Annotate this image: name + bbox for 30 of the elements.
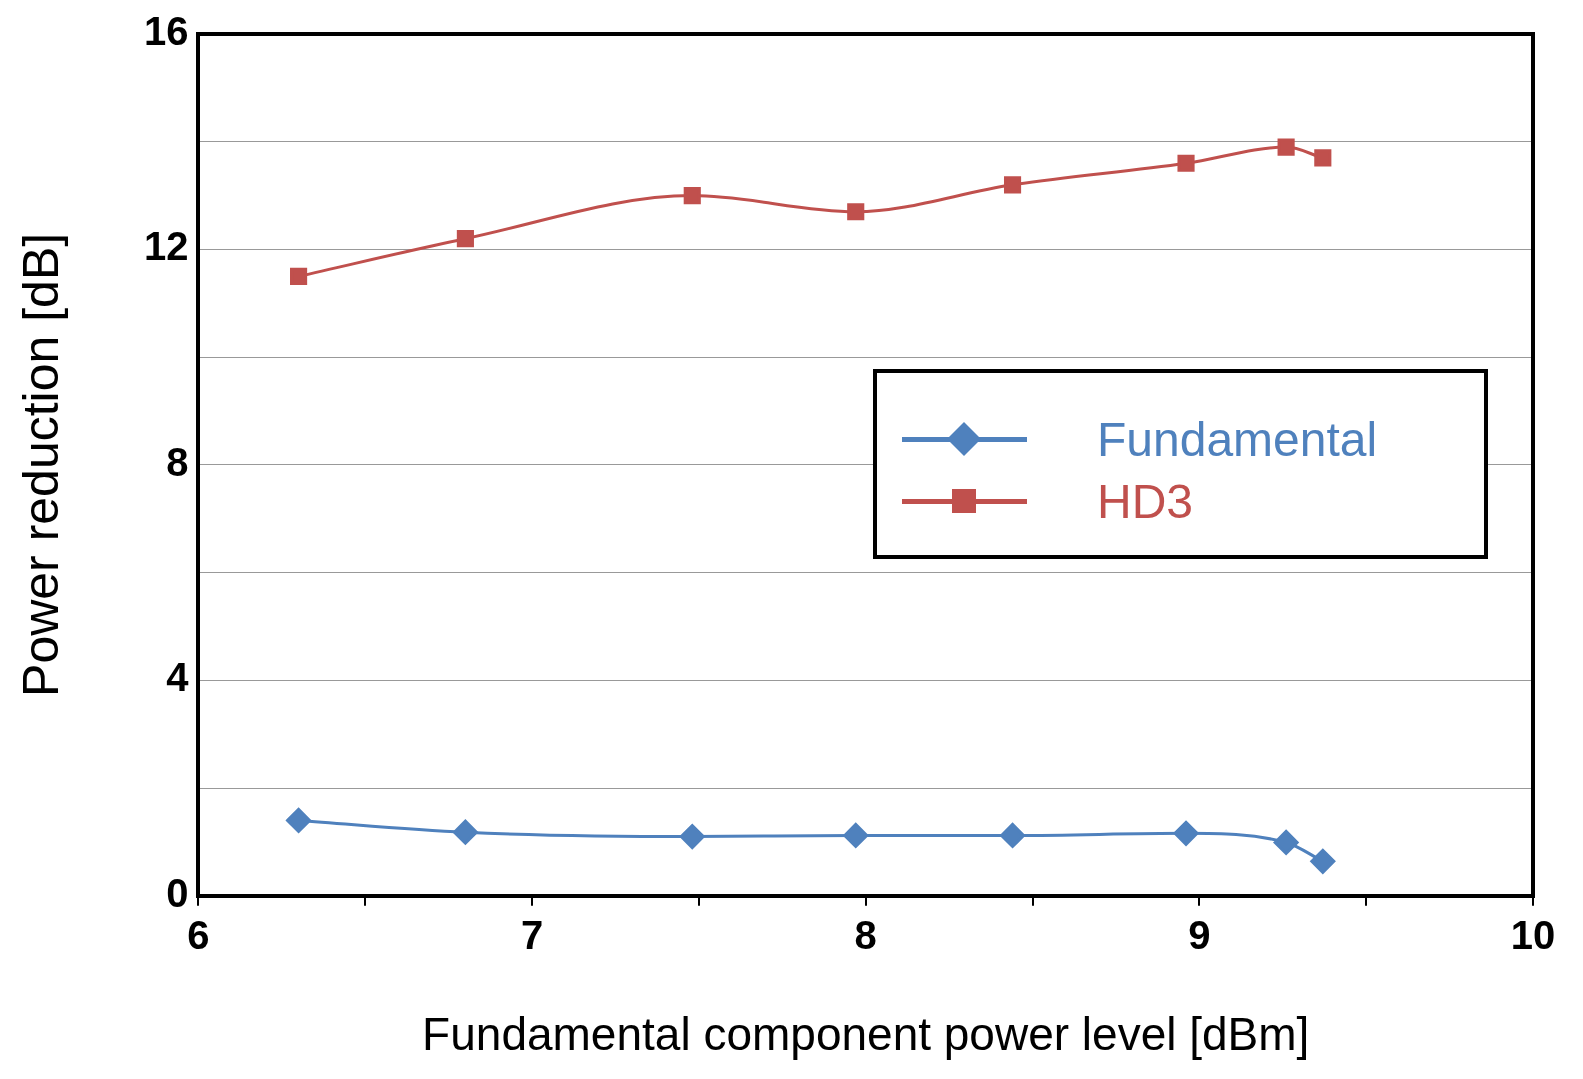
point: [290, 267, 308, 285]
legend-label: Fundamental: [1097, 411, 1378, 467]
y-tick-label: 4: [166, 655, 190, 700]
point: [286, 807, 312, 833]
point: [1173, 820, 1199, 846]
point: [1000, 822, 1026, 848]
point: [456, 230, 474, 248]
x-axis-title: Fundamental component power level [dBm]: [422, 1008, 1310, 1061]
point: [452, 819, 478, 845]
y-tick-label: 0: [166, 870, 189, 915]
y-tick-label: 8: [166, 439, 189, 484]
x-tick-label: 7: [520, 912, 544, 957]
point: [1273, 829, 1299, 855]
point: [679, 824, 705, 850]
point: [847, 203, 865, 221]
point: [1003, 176, 1022, 194]
x-tick-label: 9: [1188, 912, 1211, 957]
point: [843, 822, 869, 848]
point: [1177, 154, 1195, 172]
point: [1310, 848, 1336, 874]
legend-label: HD3: [1097, 473, 1194, 529]
x-tick-label: 10: [1510, 912, 1556, 957]
y-tick-label: 12: [143, 224, 189, 269]
x-tick-label: 8: [854, 912, 877, 957]
point: [683, 187, 701, 205]
point: [1314, 149, 1332, 167]
point: [1277, 138, 1295, 156]
y-tick-label: 16: [143, 9, 189, 54]
y-axis-title: Power reduction [dB]: [12, 232, 69, 697]
x-tick-label: 6: [187, 912, 210, 957]
